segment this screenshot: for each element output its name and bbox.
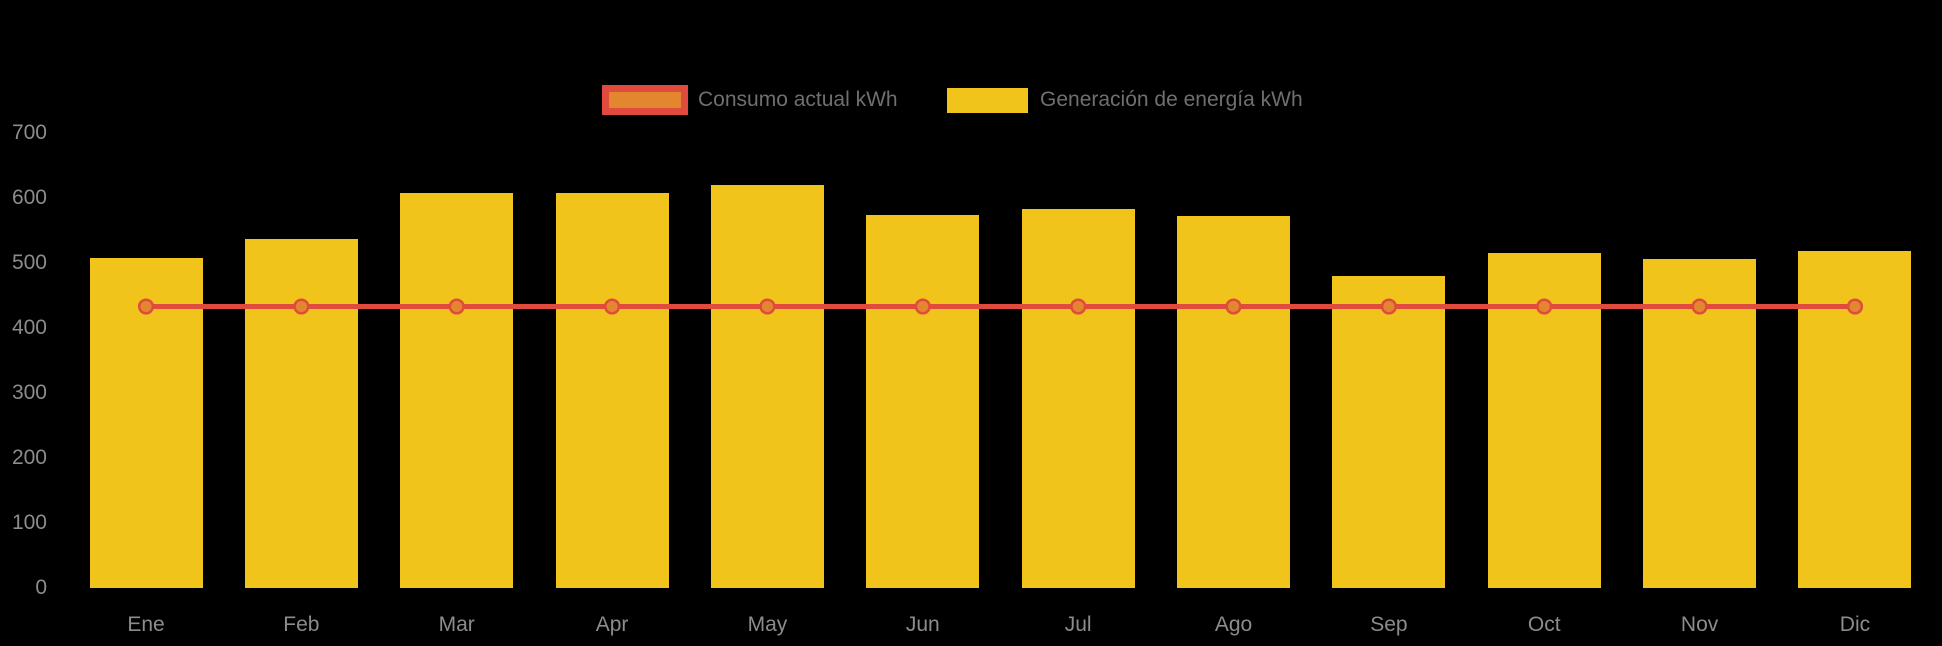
y-tick-label-600: 600 (11, 185, 47, 209)
bar-oct[interactable] (1487, 253, 1601, 589)
x-tick-label-ene: Ene (127, 613, 165, 636)
x-tick-label-ago: Ago (1214, 613, 1253, 636)
legend-swatch-consumo[interactable] (602, 85, 688, 115)
y-tick-label-500: 500 (11, 250, 47, 274)
legend-label-consumo[interactable]: Consumo actual kWh (698, 88, 898, 111)
x-tick-label-apr: Apr (595, 613, 629, 636)
y-tick-label-700: 700 (11, 120, 47, 144)
bar-ene[interactable] (89, 258, 203, 589)
x-tick-label-jul: Jul (1064, 613, 1092, 636)
bar-apr[interactable] (555, 193, 669, 589)
y-tick-label-200: 200 (11, 446, 47, 470)
bar-may[interactable] (710, 185, 824, 589)
bar-dic[interactable] (1798, 250, 1912, 589)
y-tick-label-400: 400 (11, 315, 47, 339)
legend-swatch-generacion[interactable] (947, 88, 1028, 113)
y-tick-label-100: 100 (11, 511, 47, 535)
x-tick-label-oct: Oct (1527, 613, 1561, 636)
bar-jul[interactable] (1021, 208, 1135, 589)
x-tick-label-dic: Dic (1839, 613, 1871, 636)
x-tick-label-nov: Nov (1680, 613, 1719, 636)
bar-feb[interactable] (244, 238, 358, 589)
x-tick-label-jun: Jun (905, 613, 940, 636)
legend-label-generacion[interactable]: Generación de energía kWh (1040, 88, 1303, 111)
bar-nov[interactable] (1643, 258, 1757, 589)
bar-mar[interactable] (400, 193, 514, 589)
bar-ago[interactable] (1177, 216, 1291, 589)
x-tick-label-sep: Sep (1370, 613, 1408, 636)
y-tick-label-300: 300 (11, 381, 47, 405)
bar-jun[interactable] (866, 215, 980, 589)
y-tick-label-0: 0 (35, 576, 47, 600)
bar-sep[interactable] (1332, 275, 1446, 589)
x-tick-label-feb: Feb (283, 613, 320, 636)
x-tick-label-may: May (747, 613, 788, 636)
x-tick-label-mar: Mar (438, 613, 475, 636)
